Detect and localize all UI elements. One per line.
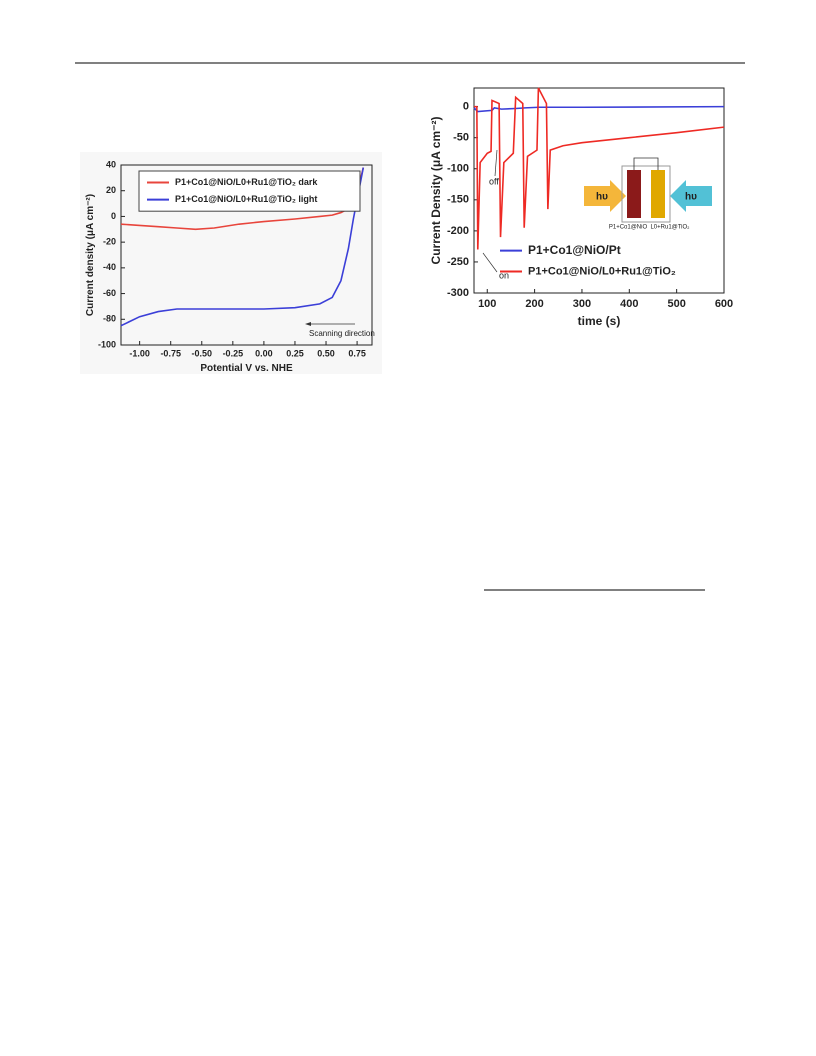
annotation: on	[499, 270, 509, 280]
y-axis-label: Current Density (μA cm⁻²)	[429, 117, 443, 265]
electrode	[627, 170, 641, 218]
data-line	[120, 167, 365, 327]
y-tick-label: 20	[106, 185, 116, 195]
y-tick-label: -20	[103, 237, 116, 247]
annotation: P1+Co1@NiO	[609, 225, 648, 231]
y-tick-label: -50	[453, 132, 469, 144]
legend-label: P1+Co1@NiO/L0+Ru1@TiO₂ dark	[175, 177, 318, 187]
data-line	[474, 87, 725, 250]
legend-label: P1+Co1@NiO/L0+Ru1@TiO₂ light	[175, 194, 317, 204]
annotation: hυ	[596, 192, 608, 203]
wire	[633, 157, 659, 170]
electrode	[651, 170, 665, 218]
x-tick-label: -0.50	[192, 348, 213, 358]
annotation: Scanning direction	[309, 329, 375, 338]
arrow	[482, 252, 498, 273]
plot-frame	[473, 87, 725, 294]
y-tick-label: 0	[463, 101, 469, 113]
legend-box	[138, 170, 361, 212]
x-tick-label: 100	[478, 298, 496, 310]
annotation: off	[489, 176, 499, 186]
y-tick-label: -250	[447, 256, 469, 268]
y-tick-label: -300	[447, 287, 469, 299]
x-tick-label: 200	[525, 298, 543, 310]
y-tick-label: 0	[111, 211, 116, 221]
x-tick-label: 300	[573, 298, 591, 310]
legend-label: P1+Co1@NiO/Pt	[528, 243, 621, 257]
x-tick-label: -0.25	[223, 348, 244, 358]
y-tick-label: -150	[447, 194, 469, 206]
legend-label: P1+Co1@NiO/L0+Ru1@TiO₂	[528, 265, 676, 277]
data-line	[473, 105, 725, 113]
x-tick-label: 400	[620, 298, 638, 310]
x-tick-label: 0.25	[286, 348, 304, 358]
x-axis-label: time (s)	[578, 314, 621, 328]
x-tick-label: 600	[715, 298, 733, 310]
annotation: hυ	[685, 192, 697, 203]
light-arrow	[670, 180, 712, 212]
plot-frame	[120, 164, 373, 346]
y-tick-label: -40	[103, 262, 116, 272]
light-arrow	[584, 180, 626, 212]
y-tick-label: -60	[103, 288, 116, 298]
y-tick-label: -80	[103, 314, 116, 324]
arrow-head	[305, 322, 311, 326]
y-axis-label: Current density (μA cm⁻²)	[85, 194, 96, 316]
x-tick-label: 0.75	[348, 348, 366, 358]
y-tick-label: 40	[106, 159, 116, 169]
annotation: L0+Ru1@TiO₂	[650, 225, 690, 231]
x-tick-label: 0.50	[317, 348, 335, 358]
x-axis-label: Potential V vs. NHE	[200, 363, 293, 374]
arrow	[494, 149, 498, 177]
cell	[621, 165, 671, 223]
y-tick-label: -100	[447, 163, 469, 175]
y-tick-label: -200	[447, 225, 469, 237]
x-tick-label: -1.00	[129, 348, 150, 358]
y-tick-label: -100	[98, 339, 116, 349]
x-tick-label: 500	[667, 298, 685, 310]
x-tick-label: -0.75	[160, 348, 181, 358]
x-tick-label: 0.00	[255, 348, 273, 358]
